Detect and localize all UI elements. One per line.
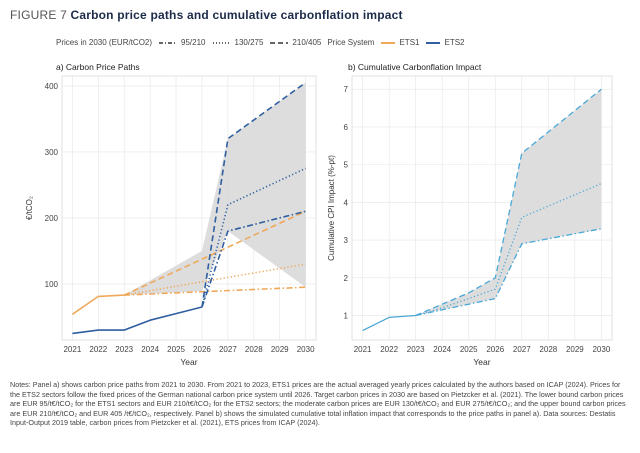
x-tick-label: 2026 [193, 345, 211, 354]
legend-swatch-ets1 [381, 41, 396, 44]
y-tick-label: 4 [344, 198, 349, 207]
figure-number: FIGURE 7 [10, 8, 67, 22]
y-tick-label: 5 [344, 161, 349, 170]
legend-label-130-275: 130/275 [234, 38, 264, 47]
panel-a: 2021 2022 2023 2024 2025 2026 2027 2028 2029 2030… [25, 75, 317, 367]
legend-item-ets2: ETS2 [425, 38, 465, 47]
ets1-upper-line [123, 210, 306, 296]
panel-b: 2021 2022 2023 2024 2025 2026 2027 2028 2029 2030… [327, 75, 613, 367]
legend-item-210-405: 210/405 [269, 38, 321, 47]
ets2-low-line [201, 210, 306, 308]
ets2-solid-line [72, 306, 203, 335]
legend-item-130-275: 130/275 [212, 38, 264, 47]
legend-prices-title: Prices in 2030 (EUR/tCO2) [56, 38, 153, 47]
legend-swatch-low [159, 41, 178, 44]
x-tick-label: 2029 [271, 345, 289, 354]
cpi-upper-line [415, 88, 602, 317]
legend-label-95-210: 95/210 [181, 38, 206, 47]
y-tick-label: 100 [45, 280, 59, 289]
x-tick-label: 2028 [245, 345, 263, 354]
x-axis-title: Year [473, 357, 490, 367]
x-tick-label: 2022 [380, 345, 398, 354]
x-tick-label: 2024 [141, 345, 159, 354]
scenario-band [415, 89, 602, 316]
cpi-low-line [415, 228, 602, 317]
y-tick-label: 1 [344, 311, 349, 320]
legend-label-210-405: 210/405 [292, 38, 322, 47]
y-tick-label: 300 [45, 148, 59, 157]
legend-label-ets2: ETS2 [444, 38, 465, 47]
legend-system-title: Price System [327, 38, 375, 47]
y-tick-label: 7 [344, 85, 349, 94]
y-tick-label: 400 [45, 82, 59, 91]
panel-a-label: a) Carbon Price Paths [56, 62, 140, 72]
scenario-band [124, 82, 306, 296]
legend: Prices in 2030 (EUR/tCO2) 95/210 130/275… [56, 38, 465, 47]
x-tick-label: 2024 [433, 345, 451, 354]
legend-swatch-upper [270, 41, 289, 44]
panel-b-label: b) Cumulative Carbonflation Impact [348, 62, 482, 72]
y-axis-title: Cumulative CPI Impact (%-pt) [327, 155, 336, 261]
x-tick-label: 2026 [486, 345, 504, 354]
x-tick-label: 2022 [89, 345, 107, 354]
legend-swatch-ets2 [426, 41, 441, 44]
figure-title: FIGURE 7 Carbon price paths and cumulati… [10, 8, 403, 22]
x-tick-label: 2030 [297, 345, 315, 354]
x-tick-label: 2023 [407, 345, 425, 354]
figure-notes: Notes: Panel a) shows carbon price paths… [10, 380, 626, 428]
cpi-solid-line [362, 314, 416, 332]
x-tick-label: 2023 [115, 345, 133, 354]
x-tick-label: 2025 [460, 345, 478, 354]
x-tick-label: 2028 [539, 345, 557, 354]
y-tick-label: 6 [344, 123, 349, 132]
y-tick-label: 3 [344, 236, 349, 245]
x-tick-label: 2025 [167, 345, 185, 354]
x-axis-title: Year [180, 357, 197, 367]
chart-canvas: 2021 2022 2023 2024 2025 2026 2027 2028 2029 2030… [25, 75, 613, 367]
x-tick-label: 2021 [354, 345, 372, 354]
x-tick-label: 2021 [63, 345, 81, 354]
ets1-solid-line [71, 294, 125, 315]
legend-item-95-210: 95/210 [158, 38, 206, 47]
x-tick-label: 2027 [219, 345, 237, 354]
ets1-low-line [124, 286, 306, 296]
y-tick-label: 2 [344, 274, 349, 283]
y-tick-label: 200 [45, 214, 59, 223]
x-tick-label: 2027 [513, 345, 531, 354]
legend-label-ets1: ETS1 [399, 38, 420, 47]
legend-item-ets1: ETS1 [380, 38, 419, 47]
ets2-moderate-line [201, 167, 306, 308]
x-tick-label: 2030 [592, 345, 610, 354]
legend-swatch-moderate [212, 41, 231, 44]
x-tick-label: 2029 [566, 345, 584, 354]
y-axis-title: €/tCO₂ [25, 196, 34, 220]
figure-title-text: Carbon price paths and cumulative carbon… [70, 8, 403, 22]
